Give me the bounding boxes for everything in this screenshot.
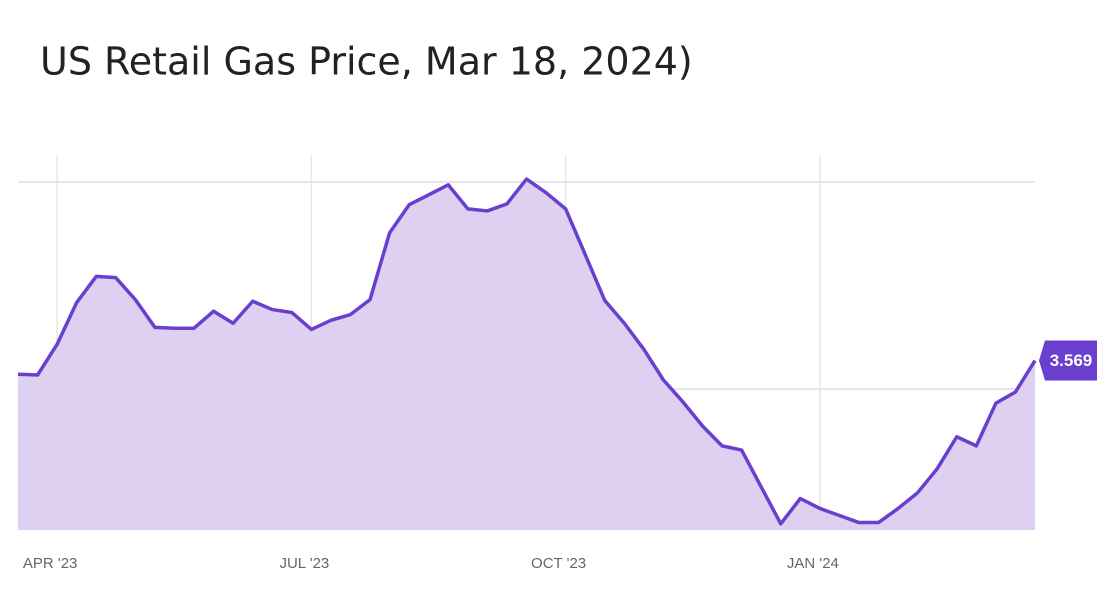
chart-title: US Retail Gas Price, Mar 18, 2024) [40, 40, 693, 84]
x-tick-label: APR '23 [23, 555, 78, 572]
area [18, 179, 1035, 530]
line [17, 177, 1037, 526]
value-label: 3.569 [1050, 351, 1093, 370]
x-tick-label: JAN '24 [787, 555, 839, 572]
x-tick-label: JUL '23 [279, 555, 329, 572]
value-badge [1039, 340, 1097, 381]
x-tick-label: OCT '23 [531, 555, 586, 572]
